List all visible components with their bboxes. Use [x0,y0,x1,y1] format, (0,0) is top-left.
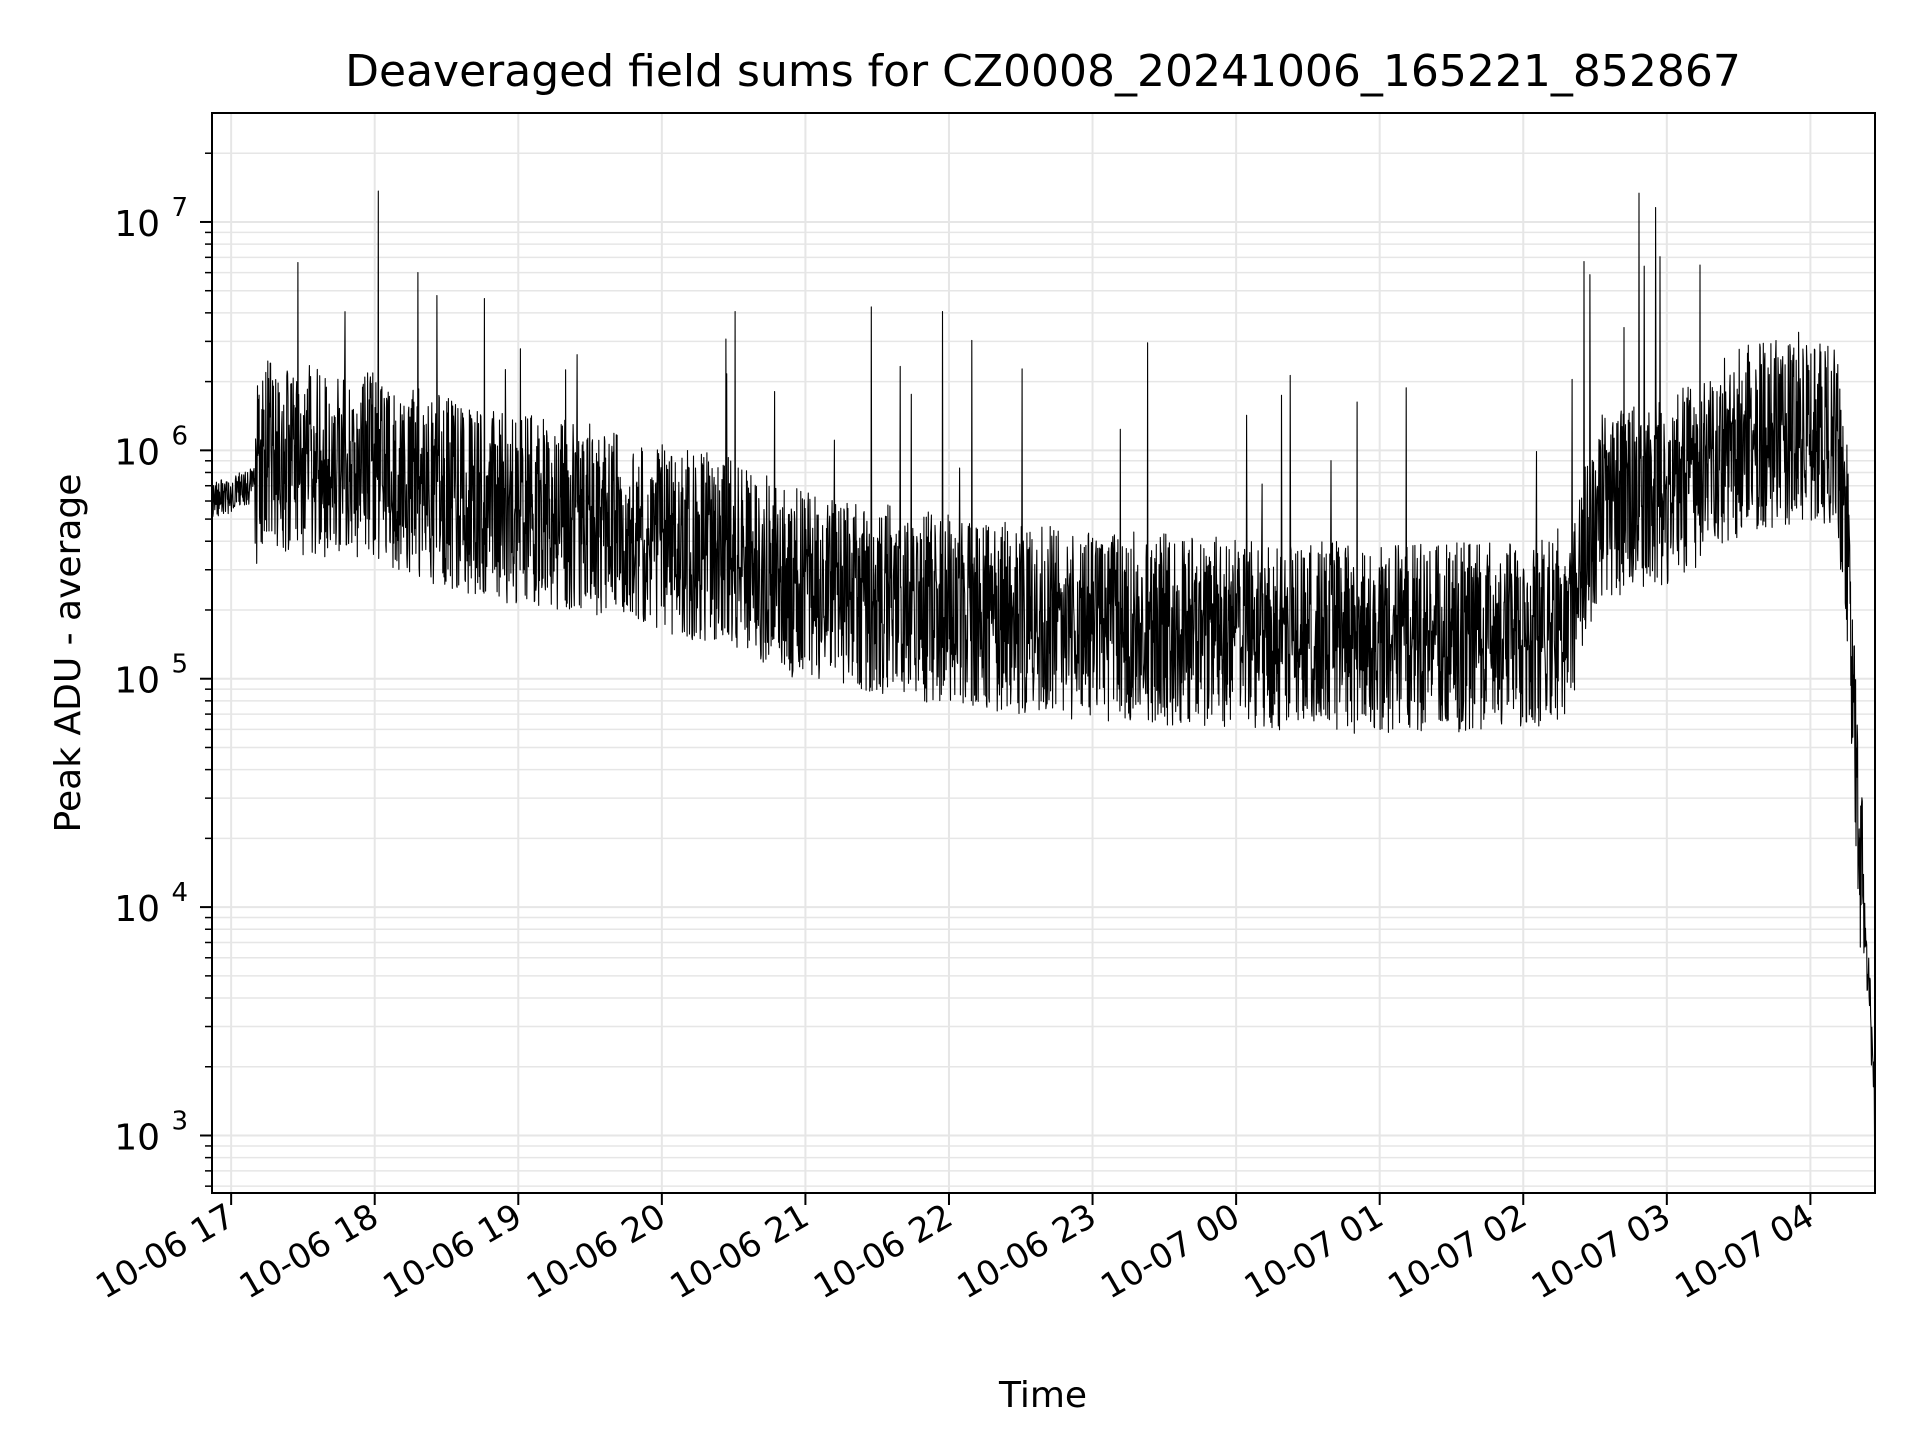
y-tick-label: 10 [114,661,160,702]
x-axis-label: Time [998,1375,1087,1416]
series-line [211,190,1876,1149]
y-tick-label-exponent: 3 [171,1106,188,1136]
plot-frame [211,112,1876,1194]
y-tick-label: 10 [114,1117,160,1158]
y-axis-label: Peak ADU - average [48,474,89,833]
y-tick-label-base: 10 [114,1117,160,1158]
y-tick-label-exponent: 4 [171,878,188,908]
y-tick-label-exponent: 6 [171,421,188,451]
y-tick-label-exponent: 7 [171,193,188,223]
y-tick-label: 10 [114,204,160,245]
y-tick-label-base: 10 [114,432,160,473]
y-tick-label-base: 10 [114,661,160,702]
chart-title: Deaveraged field sums for CZ0008_2024100… [345,46,1741,97]
y-tick-label: 10 [114,432,160,473]
plot-area [211,190,1876,1149]
y-tick-label-base: 10 [114,889,160,930]
y-tick-label-base: 10 [114,204,160,245]
y-tick-label: 10 [114,889,160,930]
y-tick-label-exponent: 5 [171,650,188,680]
